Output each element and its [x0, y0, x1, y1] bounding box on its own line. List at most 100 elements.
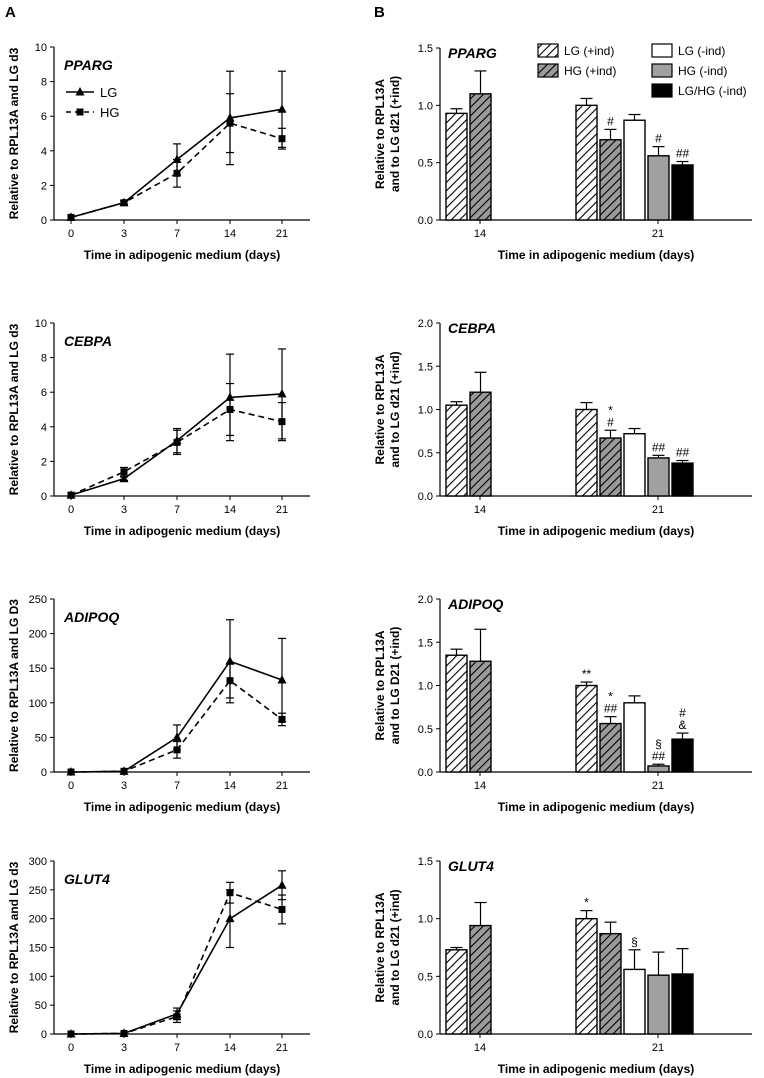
y-tick-label: 50: [35, 1000, 47, 1012]
chart-b2: 0.0 0.5 1.0 1.5 2.0 Time in adipogenic medium…: [373, 318, 752, 538]
y-tick-label: 10: [35, 318, 47, 330]
data-point: [173, 746, 181, 754]
chart-b1: 0.0 0.5 1.0 1.5 Time in adipogenic medium (d…: [373, 43, 752, 262]
bar-hg-ind--21: [599, 932, 622, 1035]
legend-swatch: [651, 63, 673, 78]
x-tick-label: 7: [174, 504, 180, 516]
y-tick-label: 0.0: [418, 1029, 433, 1041]
y-tick-label: 2: [41, 180, 47, 192]
data-point: [278, 135, 286, 143]
x-tick-label: 14: [224, 228, 236, 240]
significance-mark: ##: [652, 749, 666, 763]
bar-hg-ind--21: [599, 722, 622, 773]
legend-label: HG (-ind): [678, 64, 727, 78]
bar-lg-ind--21: [623, 702, 646, 773]
y-tick-label: 0: [41, 215, 47, 227]
bar-lg-ind--14: [445, 949, 468, 1035]
significance-mark: &: [678, 718, 686, 732]
bar-lg-ind--21: [623, 433, 646, 497]
legend-label: LG/HG (-ind): [678, 84, 747, 98]
y-tick-label: 0: [41, 1029, 47, 1041]
bar-lg-ind--21: [623, 119, 646, 221]
chart-b4: 0.0 0.5 1.0 1.5 Time in adipogenic medium (d…: [373, 856, 752, 1076]
x-tick-label: 21: [276, 504, 288, 516]
data-point: [278, 715, 286, 723]
data-point: [67, 768, 75, 776]
data-point: [226, 406, 234, 413]
y-tick-label: 250: [29, 885, 47, 897]
legend-swatch: [537, 63, 559, 78]
data-point: [173, 438, 181, 446]
x-tick-label: 7: [174, 780, 180, 792]
legend-marker: [75, 87, 85, 96]
y-tick-label: 4: [41, 422, 47, 434]
y-tick-label: 8: [41, 77, 47, 89]
bar-hg-ind--21: [647, 974, 670, 1035]
x-tick-label: 14: [224, 504, 236, 516]
y-tick-label: 100: [29, 971, 47, 983]
significance-mark: *: [608, 690, 613, 704]
bar-hg-ind--21: [647, 457, 670, 497]
chart-title: CEBPA: [64, 333, 112, 349]
charts: 0 2 4 6 8 10 Time in adipogenic medium (days) 0…: [7, 42, 752, 1076]
bar-hg-ind--21: [647, 765, 670, 773]
y-tick-label: 1.0: [418, 405, 433, 417]
bar-lg-ind--21: [575, 684, 598, 773]
legend-label: HG: [100, 105, 120, 120]
significance-mark: **: [582, 667, 592, 681]
x-axis-label: Time in adipogenic medium (days): [498, 1062, 694, 1076]
y-tick-label: 150: [29, 663, 47, 675]
bar-lg-hg-ind--21: [671, 738, 694, 773]
data-point: [278, 418, 286, 426]
y-tick-label: 200: [29, 629, 47, 641]
bar-hg-ind--14: [469, 391, 492, 497]
x-axis-label: Time in adipogenic medium (days): [84, 1062, 280, 1076]
y-tick-label: 0.5: [418, 724, 433, 736]
x-tick-label: 14: [224, 780, 236, 792]
significance-mark: #: [679, 706, 686, 720]
legend-marker: [76, 108, 84, 116]
bar-hg-ind--14: [469, 660, 492, 773]
significance-mark: §: [631, 935, 638, 949]
legend-label: HG (+ind): [564, 64, 616, 78]
bar-lg-ind--14: [445, 654, 468, 773]
y-tick-label: 1.0: [418, 100, 433, 112]
chart-title: GLUT4: [448, 858, 494, 874]
y-tick-label: 1.5: [418, 856, 433, 868]
bar-lg-ind--14: [445, 404, 468, 497]
data-point: [226, 677, 234, 685]
x-tick-label: 21: [652, 1042, 664, 1054]
y-tick-label: 1.5: [418, 637, 433, 649]
significance-mark: ##: [676, 446, 690, 460]
y-axis-label-line: and to LG d21 (+ind): [388, 351, 402, 467]
y-axis-label: Relative to RPL13A and LG d3: [7, 323, 21, 495]
data-point: [277, 674, 287, 684]
x-tick-label: 7: [174, 1042, 180, 1054]
bar-lg-hg-ind--21: [671, 973, 694, 1035]
bar-lg-ind--21: [575, 408, 598, 497]
data-point: [173, 169, 181, 177]
y-tick-label: 1.0: [418, 681, 433, 693]
x-tick-label: 21: [276, 228, 288, 240]
x-axis-label: Time in adipogenic medium (days): [84, 524, 280, 538]
chart-title: PPARG: [448, 45, 497, 61]
y-tick-label: 0.0: [418, 215, 433, 227]
significance-mark: #: [607, 415, 614, 429]
significance-mark: ##: [604, 702, 618, 716]
bar-lg-ind--21: [623, 968, 646, 1035]
x-axis-label: Time in adipogenic medium (days): [498, 800, 694, 814]
y-tick-label: 0.5: [418, 971, 433, 983]
chart-title: ADIPOQ: [447, 596, 503, 612]
y-tick-label: 2: [41, 456, 47, 468]
data-point: [225, 656, 235, 665]
x-tick-label: 0: [68, 228, 74, 240]
bar-lg-hg-ind--21: [671, 462, 694, 497]
bar-lg-hg-ind--21: [671, 164, 694, 221]
x-tick-label: 21: [276, 780, 288, 792]
chart-title: PPARG: [64, 57, 113, 73]
x-tick-label: 0: [68, 780, 74, 792]
y-tick-label: 6: [41, 387, 47, 399]
bar-hg-ind--14: [469, 93, 492, 221]
y-axis-label-line: Relative to RPL13A: [373, 630, 387, 740]
y-tick-label: 1.5: [418, 43, 433, 55]
